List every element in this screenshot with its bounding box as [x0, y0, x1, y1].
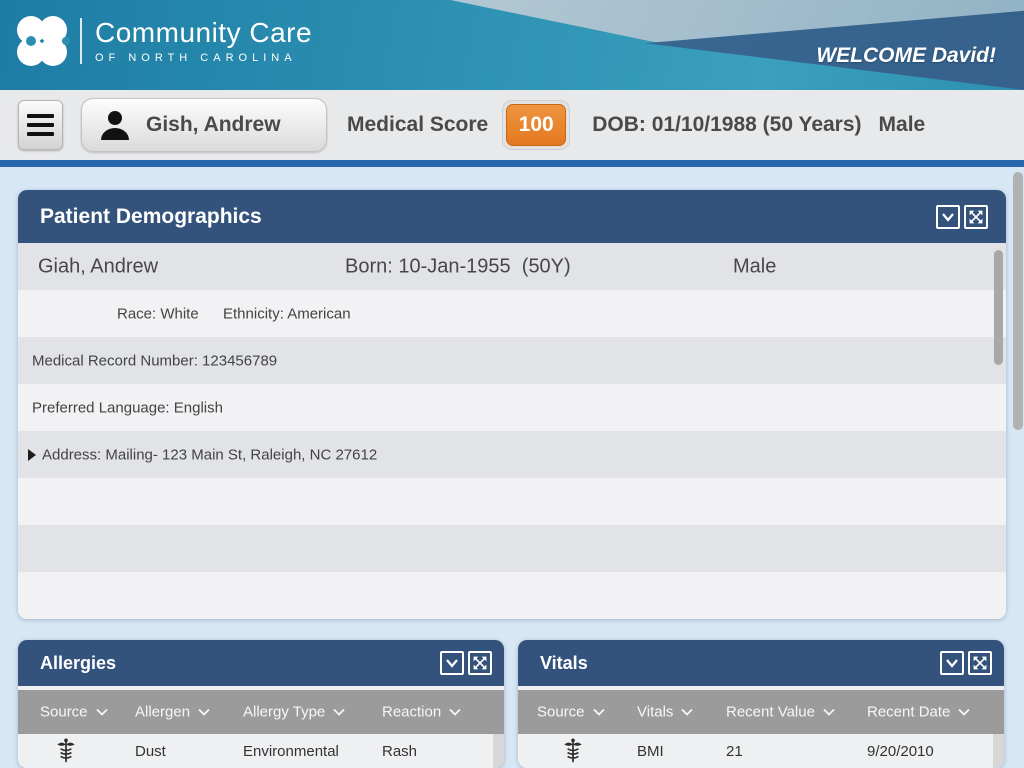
page-scrollbar-thumb[interactable] — [1013, 172, 1023, 430]
column-header-recent-date[interactable]: Recent Date — [867, 704, 971, 721]
demographics-body: Giah, Andrew Born: 10-Jan-1955 (50Y) Mal… — [18, 243, 1006, 619]
demo-race: Race: White — [117, 305, 199, 322]
column-header-source[interactable]: Source — [40, 704, 108, 721]
allergies-table-header: Source Allergen Allergy Type Reaction — [18, 690, 504, 734]
sort-chevron-icon — [681, 708, 694, 716]
allergy-table-row[interactable]: Dust Environmental Rash — [18, 734, 504, 768]
vitals-scrollbar-track[interactable] — [993, 734, 1004, 768]
column-header-reaction[interactable]: Reaction — [382, 704, 461, 721]
demo-address: Address: Mailing- 123 Main St, Raleigh, … — [42, 446, 378, 463]
person-icon — [101, 111, 129, 140]
patient-tab[interactable]: Gish, Andrew — [81, 98, 327, 152]
allergies-scrollbar-track[interactable] — [493, 734, 504, 768]
demo-language: Preferred Language: English — [32, 399, 223, 416]
accent-stripe — [0, 160, 1024, 167]
brand-logo-block: Community Care OF NORTH CAROLINA — [14, 13, 312, 69]
empty-row — [18, 572, 1006, 619]
demographics-title: Patient Demographics — [40, 204, 262, 228]
brand-subtitle: OF NORTH CAROLINA — [95, 52, 297, 64]
expand-panel-button[interactable] — [968, 651, 992, 675]
menu-button[interactable] — [18, 100, 63, 150]
logo-divider — [80, 18, 82, 64]
vitals-panel-header: Vitals — [518, 640, 1004, 686]
sort-chevron-icon — [449, 708, 461, 716]
cell-reaction: Rash — [382, 743, 418, 760]
column-header-recent-value[interactable]: Recent Value — [726, 704, 835, 721]
vitals-table-header: Source Vitals Recent Value Recent Date — [518, 690, 1004, 734]
demo-mrn: Medical Record Number: 123456789 — [32, 352, 278, 369]
medical-score-value: 100 — [506, 104, 567, 146]
demographics-summary-row: Giah, Andrew Born: 10-Jan-1955 (50Y) Mal… — [18, 243, 1006, 290]
column-header-allergy-type[interactable]: Allergy Type — [243, 704, 345, 721]
column-header-allergen[interactable]: Allergen — [135, 704, 210, 721]
sort-chevron-icon — [592, 708, 605, 716]
sort-chevron-icon — [95, 708, 108, 716]
patient-dob: DOB: 01/10/1988 (50 Years) — [592, 113, 862, 136]
panel-allergies: Allergies — [18, 640, 504, 768]
collapse-panel-button[interactable] — [440, 651, 464, 675]
brand-text: Community Care OF NORTH CAROLINA — [95, 17, 313, 65]
expand-arrows-icon — [973, 656, 987, 670]
top-header: Community Care OF NORTH CAROLINA WELCOME… — [0, 0, 1024, 90]
column-header-source[interactable]: Source — [537, 704, 605, 721]
divider — [518, 686, 1004, 690]
cell-recent-value: 21 — [726, 743, 743, 760]
expand-panel-button[interactable] — [468, 651, 492, 675]
cell-vital: BMI — [637, 743, 664, 760]
empty-row — [18, 478, 1006, 525]
cell-recent-date: 9/20/2010 — [867, 743, 934, 760]
allergies-panel-header: Allergies — [18, 640, 504, 686]
sort-chevron-icon — [958, 708, 971, 716]
column-header-vitals[interactable]: Vitals — [637, 704, 694, 721]
patient-name: Gish, Andrew — [146, 113, 281, 136]
chevron-down-icon — [946, 659, 958, 668]
demographics-panel-header: Patient Demographics — [18, 190, 1006, 243]
patient-bar: Gish, Andrew Medical Score 100 DOB: 01/1… — [0, 90, 1024, 160]
collapse-panel-button[interactable] — [940, 651, 964, 675]
welcome-message: WELCOME David! — [816, 44, 996, 67]
expand-arrows-icon — [969, 210, 983, 223]
sort-chevron-icon — [823, 708, 835, 716]
hamburger-icon — [27, 114, 54, 118]
brand-name: Community Care — [95, 17, 313, 48]
demo-born: Born: 10-Jan-1955 (50Y) — [345, 255, 571, 277]
medical-score-badge[interactable]: 100 — [502, 100, 571, 150]
allergies-title: Allergies — [40, 652, 117, 673]
patient-gender: Male — [878, 113, 926, 136]
expand-row-arrow-icon — [28, 448, 36, 461]
cell-allergen: Dust — [135, 743, 166, 760]
medical-score-label: Medical Score — [347, 113, 489, 136]
panel-patient-demographics: Patient Demographics — [18, 190, 1006, 619]
demo-ethnicity: Ethnicity: American — [223, 305, 351, 322]
demographics-scrollbar-thumb[interactable] — [994, 250, 1003, 365]
cell-allergy-type: Environmental — [243, 743, 339, 760]
demo-name: Giah, Andrew — [38, 255, 159, 277]
collapse-panel-button[interactable] — [936, 204, 960, 229]
caduceus-icon — [564, 738, 582, 763]
demo-gender: Male — [733, 255, 777, 277]
chevron-down-icon — [942, 212, 954, 222]
vitals-title: Vitals — [540, 652, 588, 673]
chevron-down-icon — [446, 659, 458, 668]
divider — [18, 686, 504, 690]
caduceus-icon — [57, 738, 75, 763]
demographics-race-row: Race: White Ethnicity: American — [18, 290, 1006, 337]
panel-vitals: Vitals — [518, 640, 1004, 768]
main-content: Patient Demographics — [0, 167, 1024, 768]
demographics-language-row: Preferred Language: English — [18, 384, 1006, 431]
demographics-address-row[interactable]: Address: Mailing- 123 Main St, Raleigh, … — [18, 431, 1006, 478]
sort-chevron-icon — [198, 708, 210, 716]
vital-table-row[interactable]: BMI 21 9/20/2010 — [518, 734, 1004, 768]
sort-chevron-icon — [333, 708, 345, 716]
demographics-mrn-row: Medical Record Number: 123456789 — [18, 337, 1006, 384]
expand-panel-button[interactable] — [964, 204, 988, 229]
empty-row — [18, 525, 1006, 572]
ccnc-logo-icon — [17, 16, 70, 66]
expand-arrows-icon — [473, 656, 487, 670]
